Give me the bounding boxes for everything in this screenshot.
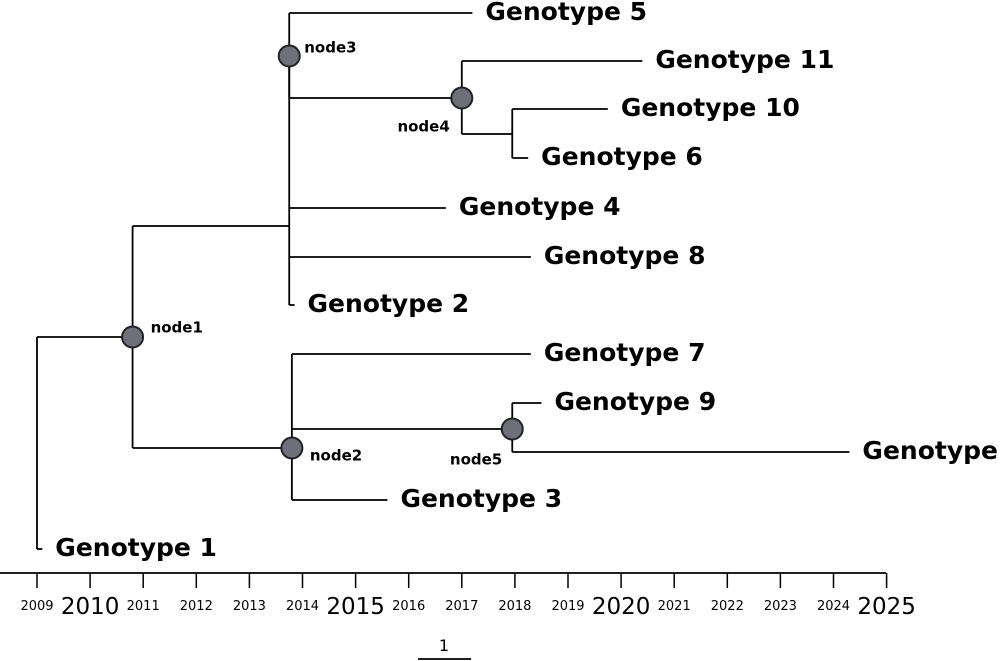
tip-label: Genotype 10 [621, 93, 800, 122]
node3-marker [277, 44, 301, 68]
axis-tick-label: 2012 [180, 599, 213, 614]
axis-tick-label: 2011 [127, 599, 160, 614]
axis-tick-label: 2013 [233, 599, 266, 614]
axis-tick-label: 2022 [711, 599, 744, 614]
node2-marker [280, 436, 304, 460]
tip-label: Genotype 11 [655, 45, 834, 74]
node3-label: node3 [304, 39, 356, 57]
tip-label: Genotype 9 [554, 387, 716, 416]
node1-marker [121, 325, 145, 349]
axis-tick-label: 2017 [445, 599, 478, 614]
axis-tick-label: 2019 [551, 599, 584, 614]
tip-label: Genotype 1 [55, 533, 217, 562]
tip-label: Genotype 3 [400, 484, 562, 513]
axis-tick-label: 2025 [857, 594, 916, 620]
axis-tick-label: 2024 [817, 599, 850, 614]
axis-tick-label: 2014 [286, 599, 319, 614]
axis-tick-label: 2021 [658, 599, 691, 614]
tip-label: Genotype 7 [544, 338, 706, 367]
node4-label: node4 [397, 118, 449, 136]
node1-label: node1 [151, 319, 203, 337]
node5-label: node5 [450, 451, 502, 469]
scale-bar-label: 1 [439, 636, 449, 655]
time-axis: 2009 2010 2011 2012 2013 2014 2015 2016 2017 2018… [0, 572, 916, 620]
axis-tick-label: 2020 [592, 594, 651, 620]
tree-branches [36, 12, 850, 550]
axis-tick-label: 2023 [764, 599, 797, 614]
node5-marker [500, 417, 524, 441]
scale-bar: 1 [418, 636, 472, 660]
internal-nodes: node1 node3 node4 node2 node5 [121, 39, 524, 469]
tip-label: Genotype 2 [308, 289, 470, 318]
axis-tick-label: 2018 [498, 599, 531, 614]
tip-label: Genotype 12 [862, 436, 1001, 465]
tip-label: Genotype 8 [544, 241, 706, 270]
axis-tick-label: 2016 [392, 599, 425, 614]
node2-label: node2 [310, 447, 362, 465]
tip-label: Genotype 6 [541, 142, 703, 171]
axis-tick-label: 2009 [20, 599, 53, 614]
axis-tick-label: 2010 [61, 594, 120, 620]
tip-labels: Genotype 5 Genotype 11 Genotype 10 Genotype… [55, 0, 1001, 562]
tip-label: Genotype 4 [459, 192, 621, 221]
axis-tick-label: 2015 [326, 594, 385, 620]
node4-marker [450, 86, 474, 110]
tip-label: Genotype 5 [485, 0, 647, 26]
